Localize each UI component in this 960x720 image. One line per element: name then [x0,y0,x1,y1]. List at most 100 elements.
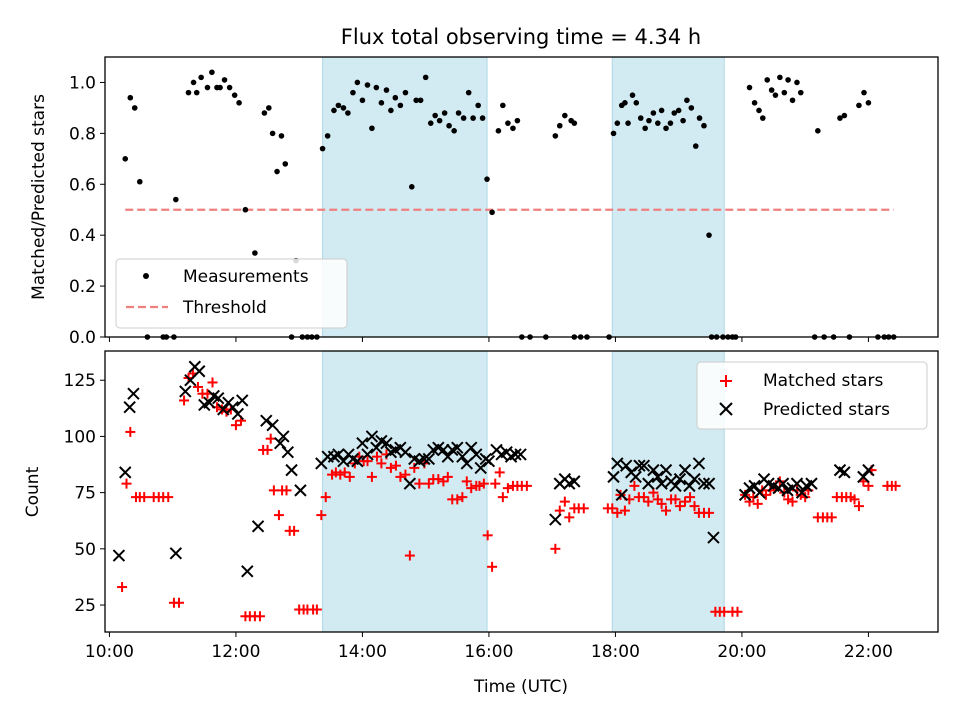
measurement-point [354,79,361,86]
matched-star-point [752,498,763,509]
matched-star-point [339,467,350,478]
predicted-star-point [351,454,364,468]
x-tick-label: 16:00 [464,642,513,662]
measurement-point [701,122,707,129]
predicted-star-point [123,400,136,414]
predicted-star-point [651,470,665,484]
measurement-point [797,89,804,96]
measurement-point [655,120,661,126]
predicted-star-point [611,457,624,470]
matched-star-point [330,467,341,478]
predicted-star-point [365,430,379,443]
predicted-star-point [251,520,265,533]
measurement-point [841,112,848,119]
matched-star-point [438,476,449,487]
predicted-star-point [482,454,496,468]
measurement-point [751,100,758,106]
matched-star-point [497,492,508,503]
predicted-star-point [683,479,696,493]
measurements-legend-marker [143,273,149,279]
measurement-point [465,89,472,96]
matched-star-point [685,492,696,503]
bottom-y-axis-label: Count [23,466,43,517]
measurement-point [510,125,516,132]
measurement-point [625,120,631,126]
measurement-point [706,232,712,238]
matched-star-point [619,505,630,516]
measurement-point [861,89,867,96]
measurement-point [562,112,568,119]
measurement-point [768,87,775,93]
matched-star-point [273,510,284,521]
measurement-point [688,105,695,111]
matched-star-point [490,478,501,489]
measurement-point [470,115,476,121]
measurement-point [642,125,648,132]
matched-star-point [414,478,425,489]
measurement-point [282,161,289,167]
y-tick-label: 0.2 [69,277,96,297]
measurement-point [777,74,783,81]
measurement-point [505,120,511,126]
predicted-star-point [707,531,720,544]
shaded-region [322,56,488,338]
measurement-point [204,84,211,91]
predicted-star-point [790,477,804,490]
measurement-point [614,120,621,126]
measurement-point [680,117,686,124]
predicted-star-point [738,488,752,502]
matched-star-point [230,420,241,431]
predicted-star-point [169,547,183,560]
predicted-star-point [437,443,450,457]
predicted-star-point [669,479,682,493]
matched-star-point [674,501,685,512]
x-tick-label: 14:00 [338,642,387,662]
matched-star-point [661,505,672,516]
predicted-star-point [212,392,225,405]
measurement-point [629,92,636,98]
measurement-point [383,87,390,93]
matched-star-point [409,462,420,473]
predicted-star-point [568,475,581,488]
matched-star-point [117,582,128,593]
measurement-point [514,117,521,124]
bottom-y-ticks: 25 50 75 100 125 [64,371,105,616]
predicted-stars-points [112,360,875,578]
measurement-point [193,89,200,96]
measurement-point [236,100,242,106]
measurement-point [269,130,276,137]
measurement-point [274,168,280,175]
matched-star-point [311,604,322,615]
predicted-star-point [470,448,483,461]
measurement-point [173,196,179,203]
measurement-point [324,133,331,139]
matched-star-point [376,458,387,469]
y-tick-label: 100 [64,427,96,447]
measurement-point [359,97,366,104]
measurement-point [185,89,192,96]
matched-star-point [174,597,185,608]
measurement-point [369,125,375,132]
predicted-star-point [277,430,290,443]
measurement-point [610,130,617,137]
predicted-star-point [748,479,761,493]
matched-star-point [433,474,444,485]
y-tick-label: 0.6 [69,175,96,195]
predicted-star-point [514,448,527,461]
matched-legend-label: Matched stars [763,371,883,391]
measurement-point [646,117,652,124]
measurement-point [451,128,457,134]
matched-star-point [783,494,794,505]
y-tick-label: 75 [74,484,96,504]
measurement-point [427,120,434,126]
measurement-point [413,97,419,104]
predicted-star-point [281,445,294,459]
predicted-star-point [380,436,393,450]
matched-star-point [371,451,382,462]
predicted-star-point [474,461,487,475]
measurement-point [378,100,385,106]
measurement-point [484,176,490,182]
measurement-point [785,77,791,83]
predicted-legend-label: Predicted stars [763,400,890,420]
predicted-star-point [615,488,628,502]
